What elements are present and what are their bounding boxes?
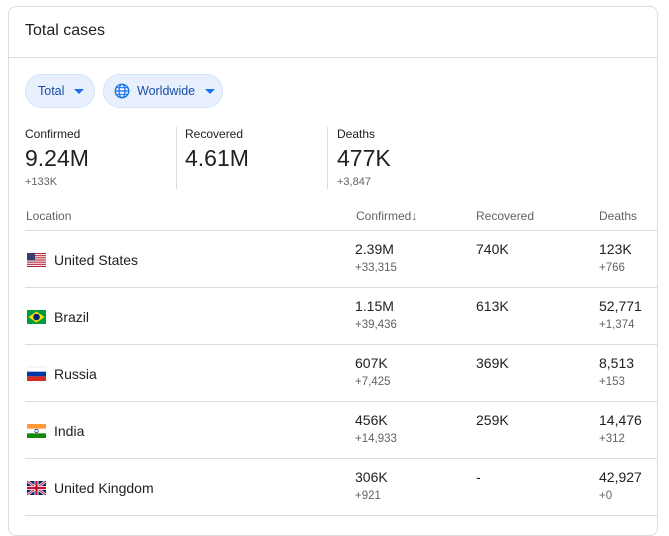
recovered-cell: 740K bbox=[476, 241, 509, 257]
confirmed-summary: Confirmed 9.24M +133K bbox=[25, 127, 89, 188]
deaths-value: 123K bbox=[599, 241, 632, 257]
deaths-value: 8,513 bbox=[599, 355, 635, 371]
table-row[interactable]: United Kingdom 306K +921 - 42,927 +0 bbox=[25, 459, 657, 516]
country-name: United Kingdom bbox=[54, 480, 154, 496]
table-row[interactable]: India 456K +14,933 259K 14,476 +312 bbox=[25, 402, 657, 459]
confirmed-column-label: Confirmed bbox=[356, 209, 412, 223]
recovered-value: 740K bbox=[476, 241, 509, 257]
title-divider bbox=[9, 57, 657, 58]
deaths-cell: 14,476 +312 bbox=[599, 412, 642, 445]
uk-flag-icon bbox=[27, 479, 46, 497]
recovered-summary-value: 4.61M bbox=[185, 145, 249, 171]
confirmed-cell: 306K +921 bbox=[355, 469, 388, 502]
confirmed-value: 306K bbox=[355, 469, 388, 485]
table-divider bbox=[25, 230, 657, 231]
recovered-value: - bbox=[476, 469, 481, 485]
recovered-value: 613K bbox=[476, 298, 509, 314]
india-flag-icon bbox=[27, 424, 46, 438]
confirmed-column-header[interactable]: Confirmed↓ bbox=[356, 209, 417, 223]
chevron-down-icon bbox=[205, 88, 216, 94]
confirmed-delta: +921 bbox=[355, 490, 381, 502]
recovered-value: 259K bbox=[476, 412, 509, 428]
total-filter-label: Total bbox=[38, 84, 65, 98]
deaths-delta: +1,374 bbox=[599, 319, 635, 331]
recovered-cell: 613K bbox=[476, 298, 509, 314]
recovered-value: 369K bbox=[476, 355, 509, 371]
confirmed-cell: 2.39M +33,315 bbox=[355, 241, 397, 274]
deaths-value: 14,476 bbox=[599, 412, 642, 428]
total-cases-card: Total cases Total Worldwide Confirmed 9.… bbox=[8, 6, 658, 536]
sort-arrow-icon: ↓ bbox=[411, 209, 418, 223]
confirmed-cell: 456K +14,933 bbox=[355, 412, 397, 445]
region-filter-label: Worldwide bbox=[137, 84, 196, 98]
summary-divider bbox=[176, 127, 177, 189]
table-row[interactable]: United States 2.39M +33,315 740K 123K +7… bbox=[25, 231, 657, 288]
table-row[interactable]: Brazil 1.15M +39,436 613K 52,771 +1,374 bbox=[25, 288, 657, 345]
region-filter-dropdown[interactable]: Worldwide bbox=[103, 74, 223, 108]
deaths-summary: Deaths 477K +3,847 bbox=[337, 127, 391, 188]
deaths-column-header[interactable]: Deaths bbox=[599, 209, 638, 223]
recovered-cell: - bbox=[476, 469, 481, 485]
deaths-cell: 42,927 +0 bbox=[599, 469, 642, 502]
table-divider bbox=[25, 515, 657, 516]
confirmed-cell: 607K +7,425 bbox=[355, 355, 391, 388]
confirmed-summary-value: 9.24M bbox=[25, 145, 89, 171]
recovered-column-header[interactable]: Recovered bbox=[476, 209, 535, 223]
confirmed-summary-delta: +133K bbox=[25, 176, 58, 188]
globe-icon bbox=[114, 83, 130, 99]
deaths-summary-value: 477K bbox=[337, 145, 391, 171]
table-divider bbox=[25, 401, 657, 402]
confirmed-delta: +39,436 bbox=[355, 319, 397, 331]
us-flag-icon bbox=[27, 253, 46, 267]
table-divider bbox=[25, 287, 657, 288]
country-name: United States bbox=[54, 252, 139, 268]
confirmed-value: 1.15M bbox=[355, 298, 394, 314]
recovered-cell: 369K bbox=[476, 355, 509, 371]
table-row[interactable]: Russia 607K +7,425 369K 8,513 +153 bbox=[25, 345, 657, 402]
deaths-summary-delta: +3,847 bbox=[337, 176, 371, 188]
confirmed-delta: +14,933 bbox=[355, 433, 397, 445]
total-filter-dropdown[interactable]: Total bbox=[25, 74, 95, 108]
confirmed-cell: 1.15M +39,436 bbox=[355, 298, 397, 331]
deaths-cell: 52,771 +1,374 bbox=[599, 298, 642, 331]
recovered-summary: Recovered 4.61M bbox=[185, 127, 249, 172]
confirmed-value: 2.39M bbox=[355, 241, 394, 257]
country-name: Brazil bbox=[54, 309, 90, 325]
confirmed-value: 456K bbox=[355, 412, 388, 428]
recovered-cell: 259K bbox=[476, 412, 509, 428]
deaths-delta: +0 bbox=[599, 490, 613, 502]
confirmed-summary-label: Confirmed bbox=[25, 127, 81, 141]
summary-divider bbox=[327, 127, 328, 189]
location-column-header: Location bbox=[26, 209, 72, 223]
table-divider bbox=[25, 344, 657, 345]
deaths-cell: 8,513 +153 bbox=[599, 355, 634, 388]
country-name: Russia bbox=[54, 366, 97, 382]
country-name: India bbox=[54, 423, 85, 439]
deaths-value: 52,771 bbox=[599, 298, 642, 314]
russia-flag-icon bbox=[27, 366, 46, 382]
deaths-summary-label: Deaths bbox=[337, 127, 376, 141]
deaths-delta: +766 bbox=[599, 262, 625, 274]
table-divider bbox=[25, 458, 657, 459]
chevron-down-icon bbox=[74, 88, 85, 94]
deaths-delta: +153 bbox=[599, 376, 625, 388]
confirmed-delta: +7,425 bbox=[355, 376, 391, 388]
deaths-delta: +312 bbox=[599, 433, 625, 445]
brazil-flag-icon bbox=[27, 310, 46, 324]
confirmed-delta: +33,315 bbox=[355, 262, 397, 274]
recovered-summary-label: Recovered bbox=[185, 127, 244, 141]
card-title: Total cases bbox=[25, 22, 106, 39]
confirmed-value: 607K bbox=[355, 355, 388, 371]
deaths-cell: 123K +766 bbox=[599, 241, 632, 274]
deaths-value: 42,927 bbox=[599, 469, 642, 485]
